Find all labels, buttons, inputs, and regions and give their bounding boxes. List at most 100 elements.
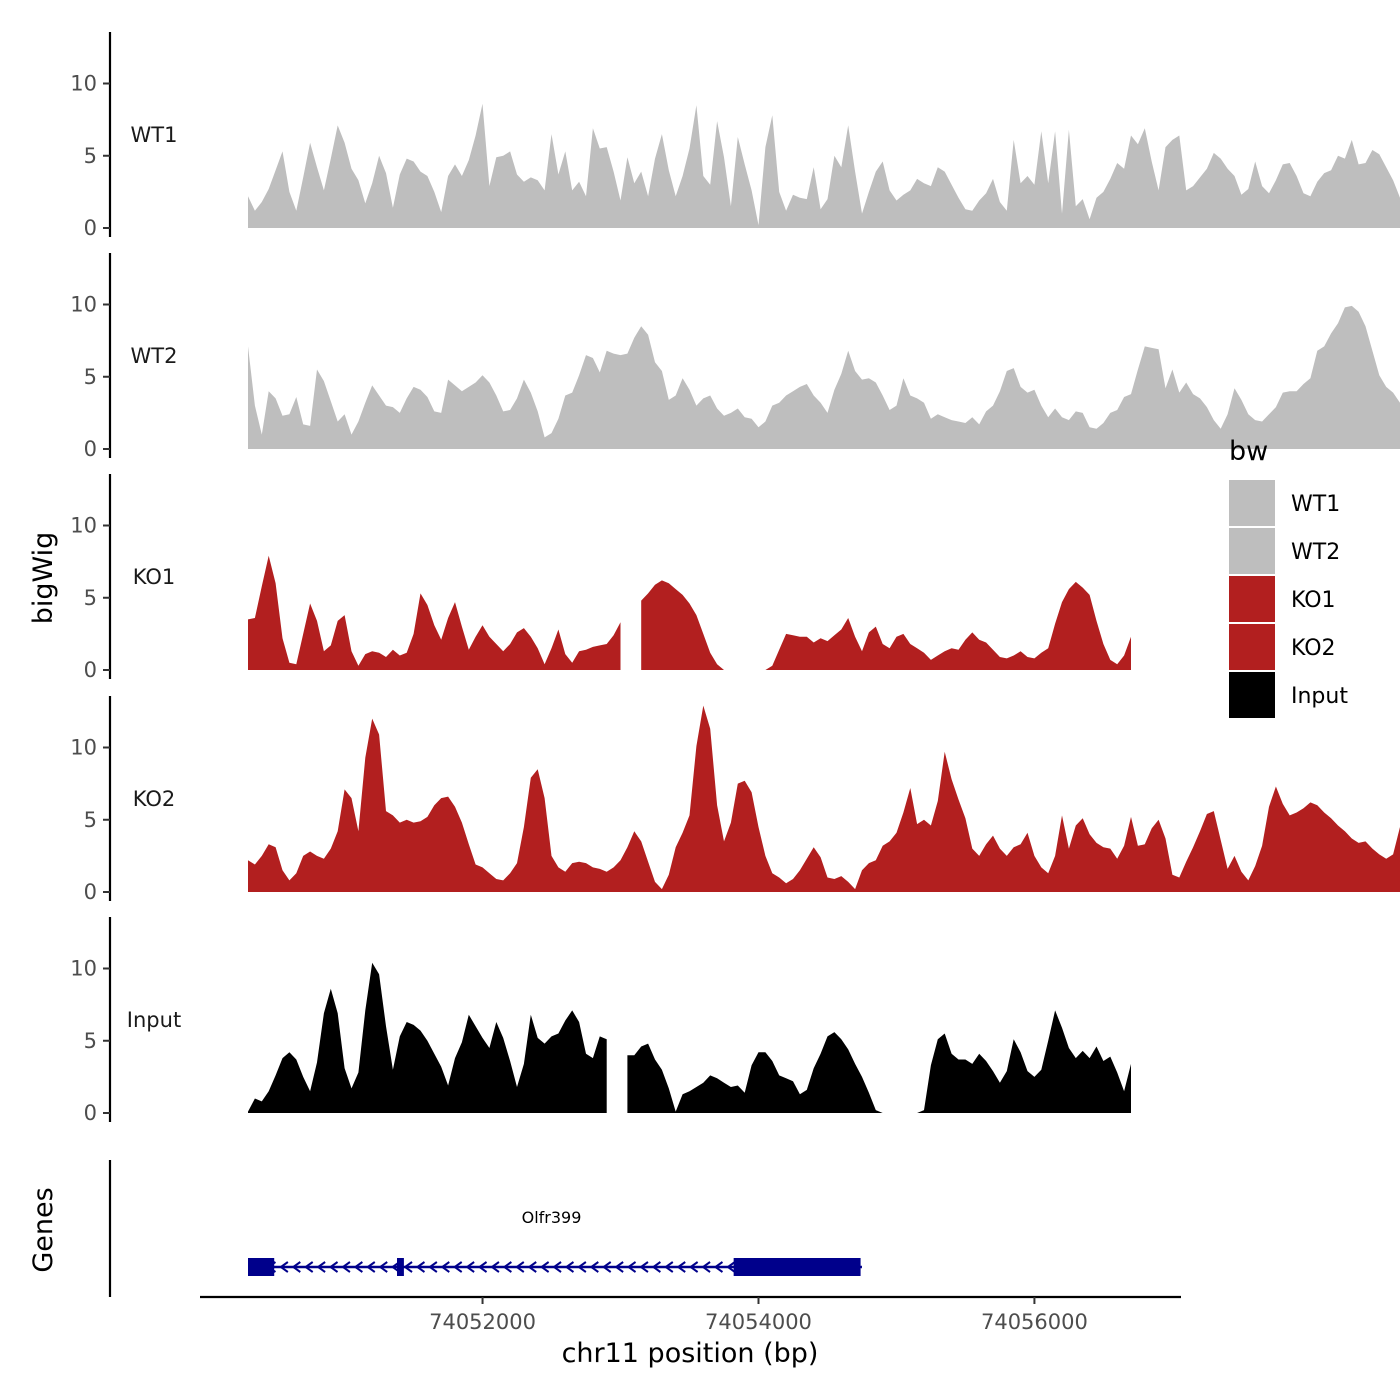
- x-axis: 74052000 74054000 74056000: [200, 1295, 1181, 1334]
- y-tick-label: 5: [84, 365, 97, 389]
- signal-area-ko1-1: [248, 555, 621, 670]
- legend-label-wt2: WT2: [1291, 540, 1340, 565]
- strand-arrow: [626, 1261, 637, 1273]
- strand-arrow: [502, 1261, 512, 1273]
- strand-arrow: [428, 1261, 438, 1273]
- strand-arrow: [614, 1261, 624, 1273]
- strand-arrow: [378, 1261, 388, 1273]
- strand-arrow: [403, 1261, 413, 1273]
- strand-arrow: [328, 1261, 339, 1273]
- legend-entry-ko1: KO1: [1229, 576, 1336, 622]
- y-tick-label: 10: [70, 957, 97, 981]
- gene-exon-2: [397, 1258, 404, 1276]
- y-tick-label: 0: [84, 880, 97, 904]
- legend-key-wt2: [1229, 528, 1275, 574]
- strand-arrow: [303, 1261, 314, 1273]
- strand-arrow: [539, 1261, 550, 1273]
- legend-entry-input: Input: [1229, 672, 1348, 718]
- strand-arrow: [664, 1261, 674, 1273]
- y-tick-label: 5: [84, 144, 97, 168]
- track-label-input: Input: [127, 1008, 181, 1032]
- signal-area-input-1: [248, 962, 607, 1113]
- x-tick-label: 74054000: [705, 1310, 812, 1334]
- signal-area-wt1: [248, 103, 1400, 228]
- x-axis-title: chr11 position (bp): [562, 1338, 819, 1369]
- legend: bw WT1 WT2 KO1 KO2 Input: [1229, 436, 1348, 718]
- y-tick-label: 0: [84, 1101, 97, 1125]
- legend-key-ko2: [1229, 624, 1275, 670]
- strand-arrow: [452, 1261, 463, 1273]
- strand-arrow: [701, 1261, 711, 1273]
- legend-label-wt1: WT1: [1291, 492, 1340, 517]
- y-axis-title: bigWig: [28, 532, 59, 625]
- legend-key-wt1: [1229, 480, 1275, 526]
- legend-entries: WT1 WT2 KO1 KO2 Input: [1229, 480, 1348, 718]
- signal-area-wt2: [248, 305, 1400, 449]
- strand-arrow: [291, 1261, 301, 1273]
- y-tick-label: 10: [70, 736, 97, 760]
- gene-exon-1: [248, 1258, 275, 1276]
- y-tick-label: 0: [84, 216, 97, 240]
- legend-key-input: [1229, 672, 1275, 718]
- y-tick-label: 0: [84, 658, 97, 682]
- signal-area-ko1-2: [641, 580, 1131, 670]
- genes-layer: Olfr399: [108, 1160, 862, 1297]
- strand-arrow: [440, 1261, 450, 1273]
- track-label-wt2: WT2: [131, 344, 178, 368]
- strand-arrow: [651, 1261, 661, 1273]
- y-tick-label: 5: [84, 586, 97, 610]
- signal-area-ko2: [248, 705, 1400, 892]
- y-tick-label: 0: [84, 437, 97, 461]
- track-input: 0 5 10 Input: [70, 917, 1131, 1125]
- strand-arrow: [726, 1261, 736, 1273]
- y-tick-label: 5: [84, 808, 97, 832]
- strand-arrow: [589, 1261, 599, 1273]
- strand-arrow: [688, 1261, 699, 1273]
- y-tick-label: 10: [70, 514, 97, 538]
- strand-arrow: [577, 1261, 587, 1273]
- strand-arrow: [415, 1261, 426, 1273]
- y-tick-label: 10: [70, 293, 97, 317]
- strand-arrow: [527, 1261, 537, 1273]
- track-label-ko2: KO2: [133, 787, 176, 811]
- x-tick-label: 74056000: [981, 1310, 1088, 1334]
- y-tick-label: 10: [70, 72, 97, 96]
- strand-arrow: [713, 1261, 724, 1273]
- track-wt1: 0 5 10 WT1: [70, 32, 1400, 240]
- strand-arrow: [515, 1261, 525, 1273]
- strand-arrow: [676, 1261, 686, 1273]
- legend-key-ko1: [1229, 576, 1275, 622]
- track-ko1: 0 5 10 KO1: [70, 474, 1131, 682]
- strand-arrow: [490, 1261, 500, 1273]
- track-label-wt1: WT1: [131, 123, 178, 147]
- strand-arrow: [366, 1261, 376, 1273]
- track-wt2: 0 5 10 WT2: [70, 253, 1400, 461]
- legend-label-ko1: KO1: [1291, 588, 1336, 613]
- strand-arrow: [477, 1261, 488, 1273]
- strand-arrow: [316, 1261, 326, 1273]
- strand-arrow: [564, 1261, 575, 1273]
- strand-arrow: [552, 1261, 562, 1273]
- legend-entry-wt1: WT1: [1229, 480, 1340, 526]
- genes-axis-title: Genes: [28, 1187, 59, 1272]
- legend-entry-wt2: WT2: [1229, 528, 1340, 574]
- gene-label: Olfr399: [522, 1208, 582, 1227]
- tracks-layer: 0 5 10 WT1 0 5 10 WT2 0 5 10 KO1 0 5 10 KO2 0 5 10 Input: [70, 32, 1400, 1125]
- strand-arrow: [341, 1261, 351, 1273]
- legend-title: bw: [1229, 436, 1268, 467]
- strand-arrow: [465, 1261, 475, 1273]
- legend-label-input: Input: [1291, 684, 1348, 709]
- strand-arrow: [601, 1261, 612, 1273]
- strand-arrow: [353, 1261, 363, 1273]
- legend-entry-ko2: KO2: [1229, 624, 1336, 670]
- strand-arrow: [639, 1261, 649, 1273]
- signal-area-input-2: [627, 1010, 1131, 1113]
- track-label-ko1: KO1: [133, 565, 176, 589]
- x-tick-label: 74052000: [429, 1310, 536, 1334]
- legend-label-ko2: KO2: [1291, 636, 1336, 661]
- track-ko2: 0 5 10 KO2: [70, 696, 1400, 904]
- strand-arrow: [279, 1261, 289, 1273]
- y-tick-label: 5: [84, 1029, 97, 1053]
